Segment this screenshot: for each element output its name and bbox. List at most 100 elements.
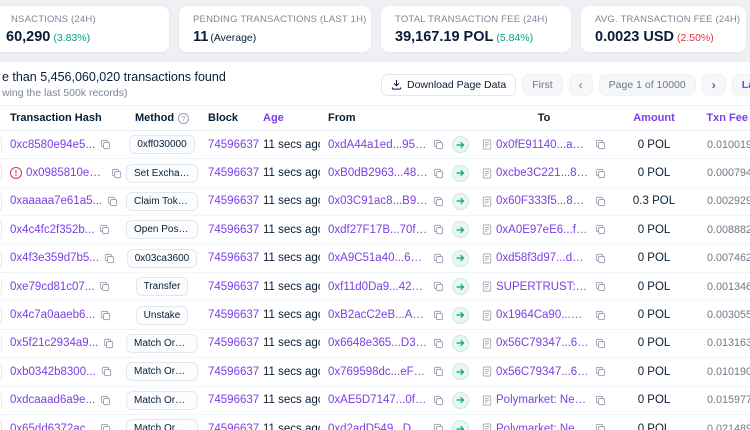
tx-hash-link[interactable]: 0x5f21c2934a9... [10, 337, 99, 350]
block-link[interactable]: 74596637 [208, 138, 260, 151]
copy-icon[interactable] [433, 395, 444, 406]
to-address-link[interactable]: Polymarket: Neg Risk F... [496, 394, 590, 407]
copy-icon[interactable] [103, 338, 114, 349]
copy-icon[interactable] [595, 423, 606, 430]
copy-icon[interactable] [100, 139, 111, 150]
method-badge[interactable]: Transfer [135, 277, 189, 297]
tx-hash-link[interactable]: 0xc8580e94e5... [10, 138, 96, 151]
to-address-link[interactable]: 0xd58f3d97...dAd7dEE9f [496, 252, 590, 265]
copy-icon[interactable] [433, 196, 444, 207]
from-address-link[interactable]: 0xdA44a1ed...957Fa6ab6 [328, 138, 428, 151]
copy-icon[interactable] [595, 310, 606, 321]
block-link[interactable]: 74596637 [208, 252, 260, 265]
copy-icon[interactable] [100, 423, 111, 430]
to-address-link[interactable]: 0x56C79347...6dA16E113 [496, 337, 590, 350]
copy-icon[interactable] [595, 224, 606, 235]
block-link[interactable]: 74596637 [208, 422, 260, 430]
copy-icon[interactable] [101, 366, 112, 377]
header-age-toggle[interactable]: Age [263, 112, 284, 124]
eye-preview-button[interactable] [0, 363, 2, 382]
tx-hash-link[interactable]: 0xaaaaa7e61a5... [10, 195, 103, 208]
copy-icon[interactable] [433, 310, 444, 321]
copy-icon[interactable] [100, 395, 111, 406]
copy-icon[interactable] [595, 395, 606, 406]
eye-preview-button[interactable] [0, 277, 2, 296]
to-address-link[interactable]: Polymarket: Neg Risk F... [496, 422, 590, 430]
copy-icon[interactable] [433, 423, 444, 430]
from-address-link[interactable]: 0xA9C51a40...6e09BBBBB [328, 252, 428, 265]
block-link[interactable]: 74596637 [208, 337, 260, 350]
copy-icon[interactable] [433, 224, 444, 235]
block-link[interactable]: 74596637 [208, 195, 260, 208]
to-address-link[interactable]: SUPERTRUST: SUT Tok... [496, 280, 590, 293]
from-address-link[interactable]: 0x769598dc...eF564de7A [328, 365, 428, 378]
copy-icon[interactable] [100, 310, 111, 321]
tx-hash-link[interactable]: 0x0985810e85... [26, 167, 106, 180]
from-address-link[interactable]: 0xdf27F17B...70f8d7143 [328, 223, 428, 236]
method-badge[interactable]: Match Orders [126, 362, 198, 382]
tx-hash-link[interactable]: 0x4c7a0aaeb6... [10, 309, 96, 322]
from-address-link[interactable]: 0x03C91ac8...B9b71150b [328, 195, 428, 208]
tx-hash-link[interactable]: 0x4f3e359d7b5... [10, 252, 99, 265]
copy-icon[interactable] [595, 338, 606, 349]
block-link[interactable]: 74596637 [208, 223, 260, 236]
copy-icon[interactable] [433, 139, 444, 150]
pagination-prev-button[interactable]: ‹ [568, 73, 593, 96]
block-link[interactable]: 74596637 [208, 365, 260, 378]
block-link[interactable]: 74596637 [208, 309, 260, 322]
copy-icon[interactable] [99, 224, 110, 235]
method-badge[interactable]: Set Exchange ... [126, 163, 198, 183]
eye-preview-button[interactable] [0, 136, 2, 154]
copy-icon[interactable] [595, 366, 606, 377]
method-badge[interactable]: Open Position [126, 220, 198, 240]
eye-preview-button[interactable] [0, 249, 2, 268]
tx-hash-link[interactable]: 0x4c4fc2f352b... [10, 223, 95, 236]
method-badge[interactable]: 0x03ca3600 [126, 248, 198, 268]
from-address-link[interactable]: 0xAE5D7147...0f2C3124D [328, 394, 428, 407]
download-page-data-button[interactable]: Download Page Data [381, 73, 517, 96]
copy-icon[interactable] [595, 168, 606, 179]
copy-icon[interactable] [595, 139, 606, 150]
eye-preview-button[interactable] [0, 391, 2, 410]
block-link[interactable]: 74596637 [208, 280, 260, 293]
copy-icon[interactable] [595, 281, 606, 292]
method-badge[interactable]: Match Orders [126, 390, 198, 410]
method-badge[interactable]: Match Orders [126, 419, 198, 430]
from-address-link[interactable]: 0x6648e365...D31b9d016 [328, 337, 428, 350]
tx-hash-link[interactable]: 0xb0342b8300... [10, 365, 96, 378]
eye-preview-button[interactable] [0, 306, 2, 325]
tx-hash-link[interactable]: 0xdcaaad6a9e... [10, 394, 96, 407]
to-address-link[interactable]: 0x60F333f5...860AD5838 [496, 195, 590, 208]
eye-preview-button[interactable] [0, 334, 2, 353]
block-link[interactable]: 74596637 [208, 167, 260, 180]
copy-icon[interactable] [433, 281, 444, 292]
copy-icon[interactable] [595, 196, 606, 207]
eye-preview-button[interactable] [0, 221, 2, 240]
copy-icon[interactable] [433, 253, 444, 264]
method-badge[interactable]: Match Orders [126, 333, 198, 353]
to-address-link[interactable]: 0x1964Ca90...C96251Bfc [496, 309, 590, 322]
tx-hash-link[interactable]: 0xe79cd81c07... [10, 280, 95, 293]
pagination-first-button[interactable]: First [522, 73, 563, 96]
copy-icon[interactable] [595, 253, 606, 264]
method-badge[interactable]: Unstake [135, 305, 189, 325]
copy-icon[interactable] [99, 281, 110, 292]
from-address-link[interactable]: 0xd2adD549...D8f0D2367 [328, 422, 428, 430]
copy-icon[interactable] [433, 338, 444, 349]
from-address-link[interactable]: 0xf11d0Da9...42aD0a964 [328, 280, 428, 293]
copy-icon[interactable] [111, 168, 122, 179]
to-address-link[interactable]: 0x0fE91140...a2e5a6eCB [496, 138, 590, 151]
pagination-next-button[interactable]: › [701, 73, 726, 96]
to-address-link[interactable]: 0xcbe3C221...80b048d7B [496, 167, 590, 180]
pagination-last-button[interactable]: La [731, 73, 750, 96]
eye-preview-button[interactable] [0, 164, 2, 183]
copy-icon[interactable] [107, 196, 118, 207]
from-address-link[interactable]: 0xB0dB2963...481488CC9 [328, 167, 428, 180]
method-badge[interactable]: 0xff030000 [129, 135, 195, 155]
eye-preview-button[interactable] [0, 419, 2, 430]
copy-icon[interactable] [433, 366, 444, 377]
block-link[interactable]: 74596637 [208, 394, 260, 407]
to-address-link[interactable]: 0x56C79347...6dA16E113 [496, 365, 590, 378]
question-mark-icon[interactable]: ? [178, 112, 190, 124]
copy-icon[interactable] [433, 168, 444, 179]
